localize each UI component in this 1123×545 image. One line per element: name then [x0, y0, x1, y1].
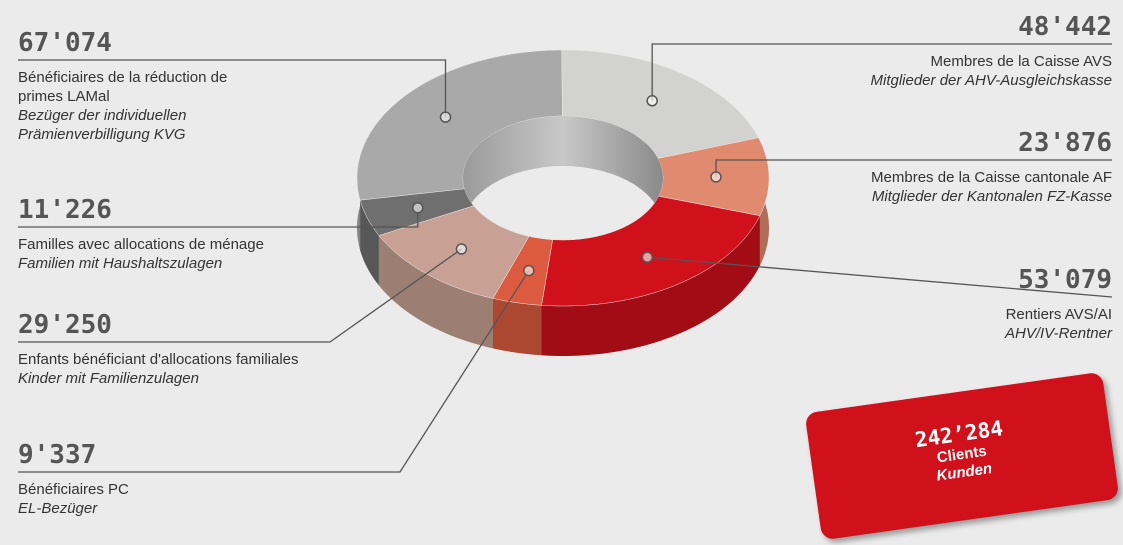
segment-label: 11'226 Familles avec allocations de ménag…: [18, 195, 264, 273]
label-fr: Bénéficiaires PC: [18, 481, 129, 498]
label-de: Mitglieder der Kantonalen FZ-Kasse: [871, 188, 1112, 205]
label-de: EL-Bezüger: [18, 500, 98, 517]
label-de: AHV/IV-Rentner: [1005, 325, 1112, 342]
segment-label: 29'250 Enfants bénéficiant d'allocations …: [18, 310, 299, 388]
leader-dot: [439, 111, 452, 123]
leader-line: [651, 43, 1112, 101]
segment-label: 67'074 Bénéficiaires de la réduction de p…: [18, 28, 243, 144]
segment-side: [360, 200, 379, 286]
segment-label: 9'337 Bénéficiaires PC EL-Bezüger: [18, 440, 129, 518]
segment-label: 48'442 Membres de la Caisse AVS Mitglieder…: [871, 12, 1113, 90]
segment-side: [378, 235, 493, 349]
label-de: Kinder mit Familienzulagen: [18, 370, 199, 387]
leader-line: [18, 59, 447, 118]
segment-label: 23'876 Membres de la Caisse cantonale AF M…: [871, 128, 1112, 206]
leader-dot: [455, 243, 468, 255]
hole-floor: [463, 166, 663, 240]
label-fr: Membres de la Caisse cantonale AF: [871, 169, 1112, 186]
value-label: 11'226: [18, 195, 112, 225]
leader-dot: [646, 95, 658, 107]
leader-line: [18, 248, 462, 343]
value-label: 67'074: [18, 28, 112, 58]
value-label: 23'876: [1018, 128, 1112, 158]
value-label: 53'079: [1018, 265, 1112, 295]
leader-dot: [412, 202, 424, 214]
label-fr: Membres de la Caisse AVS: [930, 53, 1112, 70]
label-de: Mitglieder der AHV-Ausgleichskasse: [870, 72, 1113, 89]
leader-dot: [641, 251, 654, 264]
segment-side: [493, 298, 542, 356]
leader-dot: [523, 264, 535, 277]
value-label: 48'442: [1018, 12, 1112, 42]
segment-label: 53'079 Rentiers AVS/AI AHV/IV-Rentner: [1005, 265, 1112, 343]
label-fr: Familles avec allocations de ménage: [18, 236, 264, 253]
value-label: 9'337: [18, 440, 97, 470]
hole: [463, 116, 663, 240]
leader-line: [18, 270, 530, 473]
leader-dot: [710, 171, 722, 183]
leader-line: [647, 256, 1113, 298]
leader-line: [18, 207, 419, 228]
label-fr: Bénéficiaires de la réduction de primes …: [18, 69, 228, 105]
value-label: 29'250: [18, 310, 112, 340]
label-de: Familien mit Haushaltszulagen: [18, 255, 223, 272]
label-fr: Rentiers AVS/AI: [1005, 306, 1112, 323]
label-de: Bezüger der individuellen Prämienverbill…: [18, 107, 187, 143]
segment-side: [541, 215, 760, 356]
label-fr: Enfants bénéficiant d'allocations famili…: [18, 351, 299, 368]
